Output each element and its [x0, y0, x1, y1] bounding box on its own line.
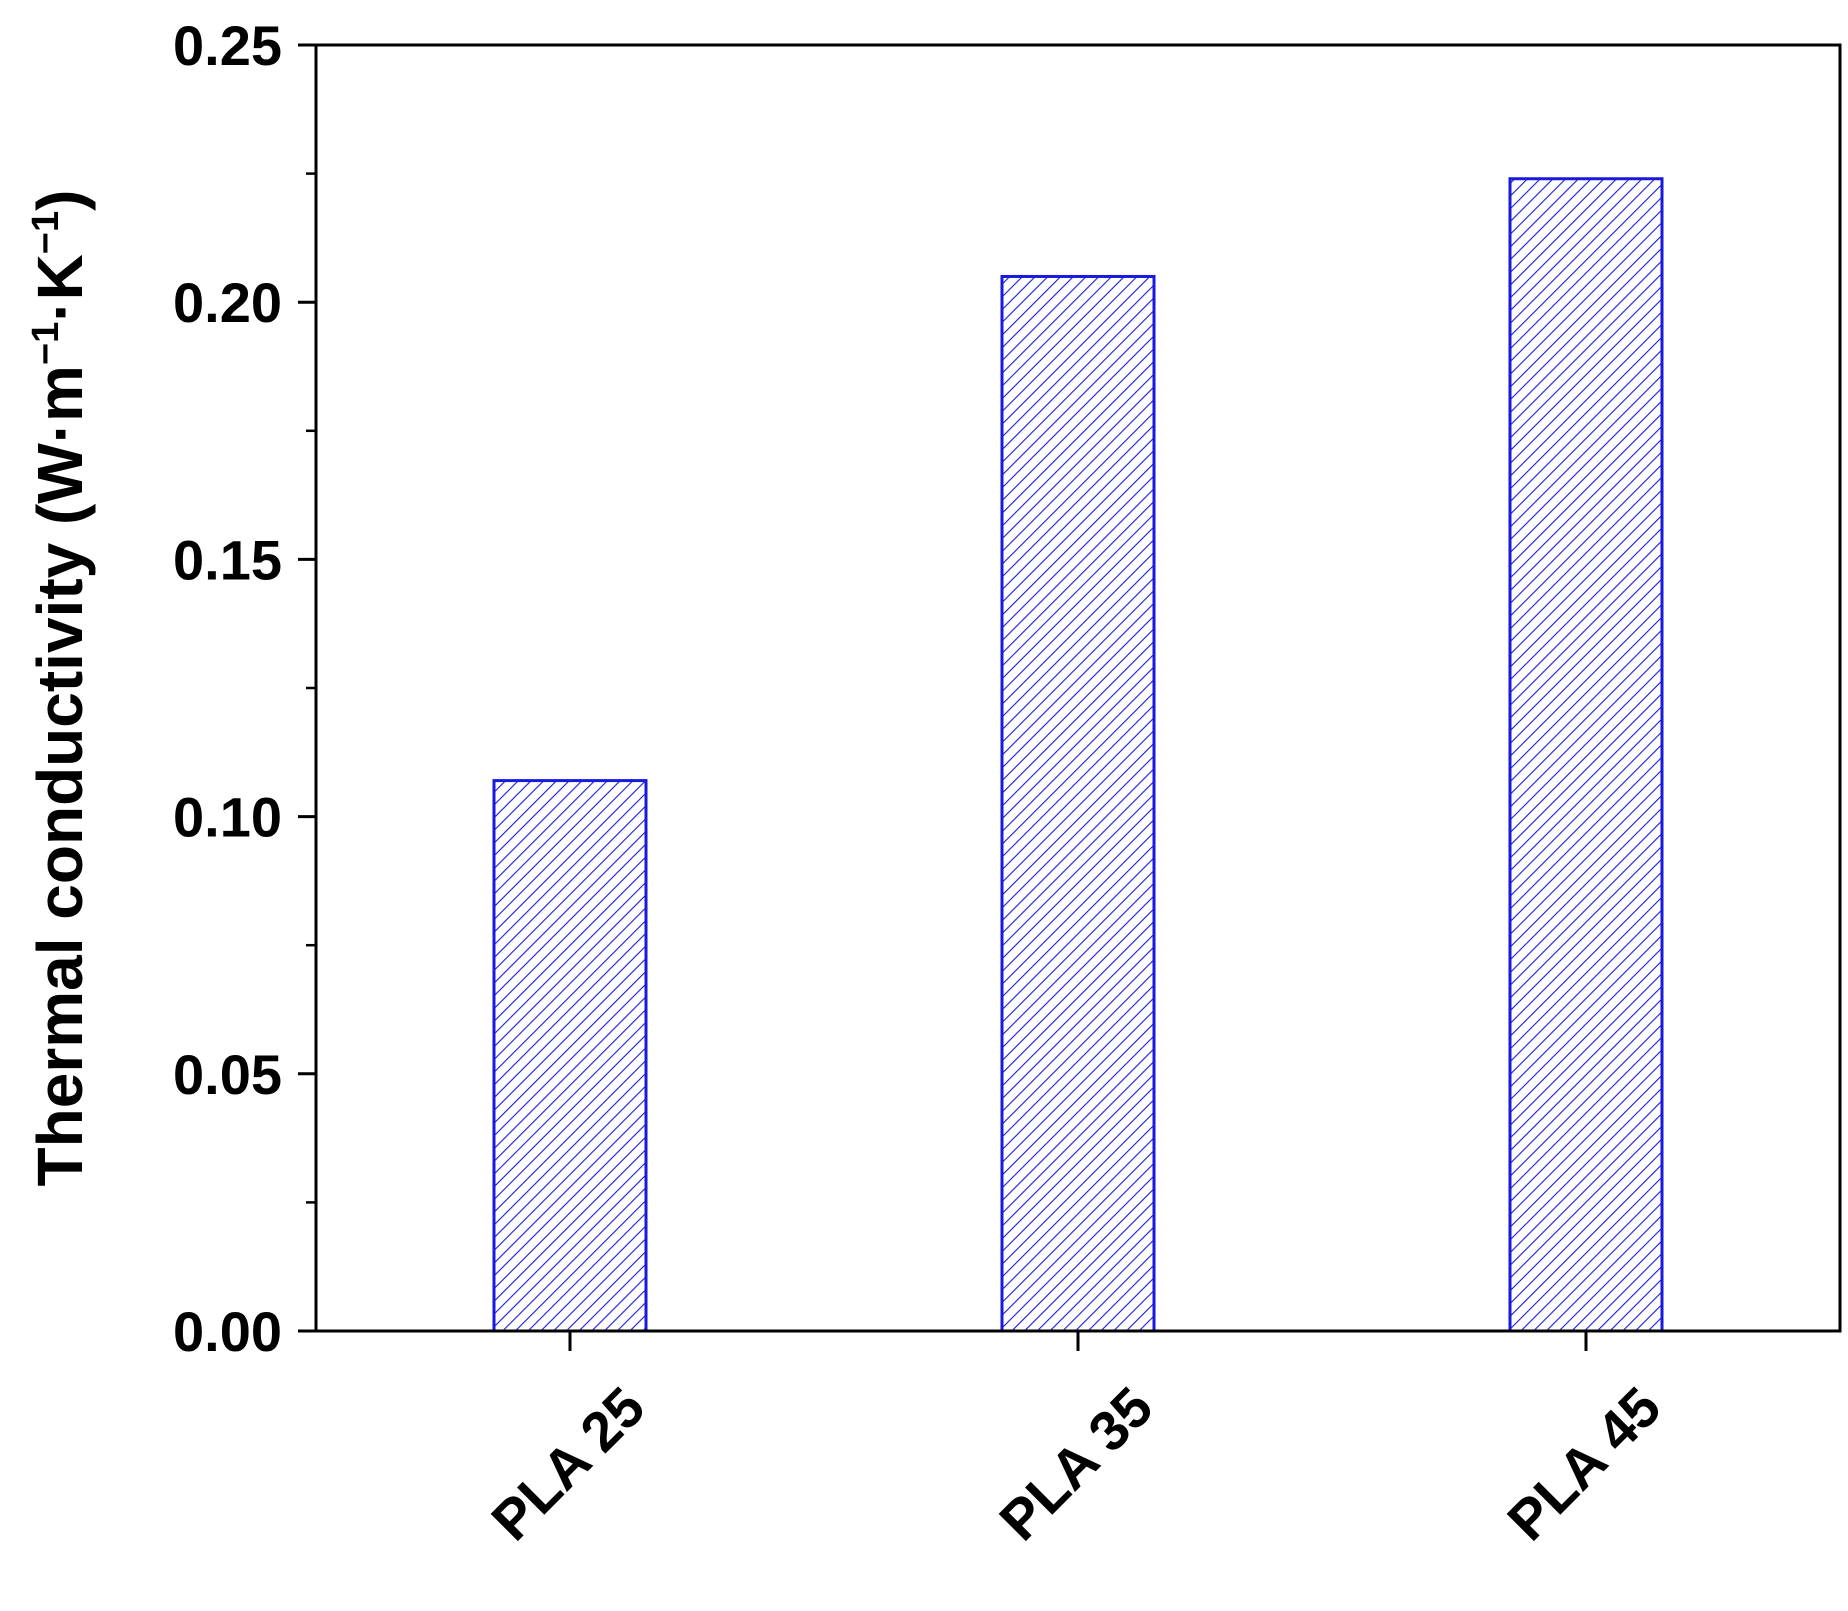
x-axis: PLA 25 PLA 35 PLA 45	[479, 1331, 1672, 1552]
y-tick-label: 0.00	[173, 1300, 282, 1363]
y-tick-label: 0.25	[173, 14, 282, 77]
bars-group	[492, 177, 1664, 1333]
y-axis-title-main: Thermal conductivity (W·m	[24, 365, 96, 1186]
y-axis-title-mid: ·K	[24, 254, 96, 322]
y-tick-label: 0.15	[173, 528, 282, 591]
x-tick-label: PLA 25	[479, 1375, 656, 1552]
y-tick-label: 0.10	[173, 786, 282, 849]
y-axis-title-sup-2: −1	[25, 211, 67, 254]
bar	[1508, 177, 1664, 1333]
bar	[492, 779, 648, 1333]
y-axis-title: Thermal conductivity (W·m−1·K−1)	[24, 190, 96, 1187]
y-axis-title-end: )	[24, 190, 96, 211]
y-axis: 0.00 0.05 0.10 0.15 0.20 0.25	[173, 14, 316, 1363]
bar	[1000, 274, 1156, 1333]
y-tick-label: 0.05	[173, 1043, 282, 1106]
y-axis-title-sup-1: −1	[25, 322, 67, 365]
x-tick-label: PLA 35	[987, 1375, 1164, 1552]
y-tick-label: 0.20	[173, 271, 282, 334]
x-tick-label: PLA 45	[1495, 1375, 1672, 1552]
